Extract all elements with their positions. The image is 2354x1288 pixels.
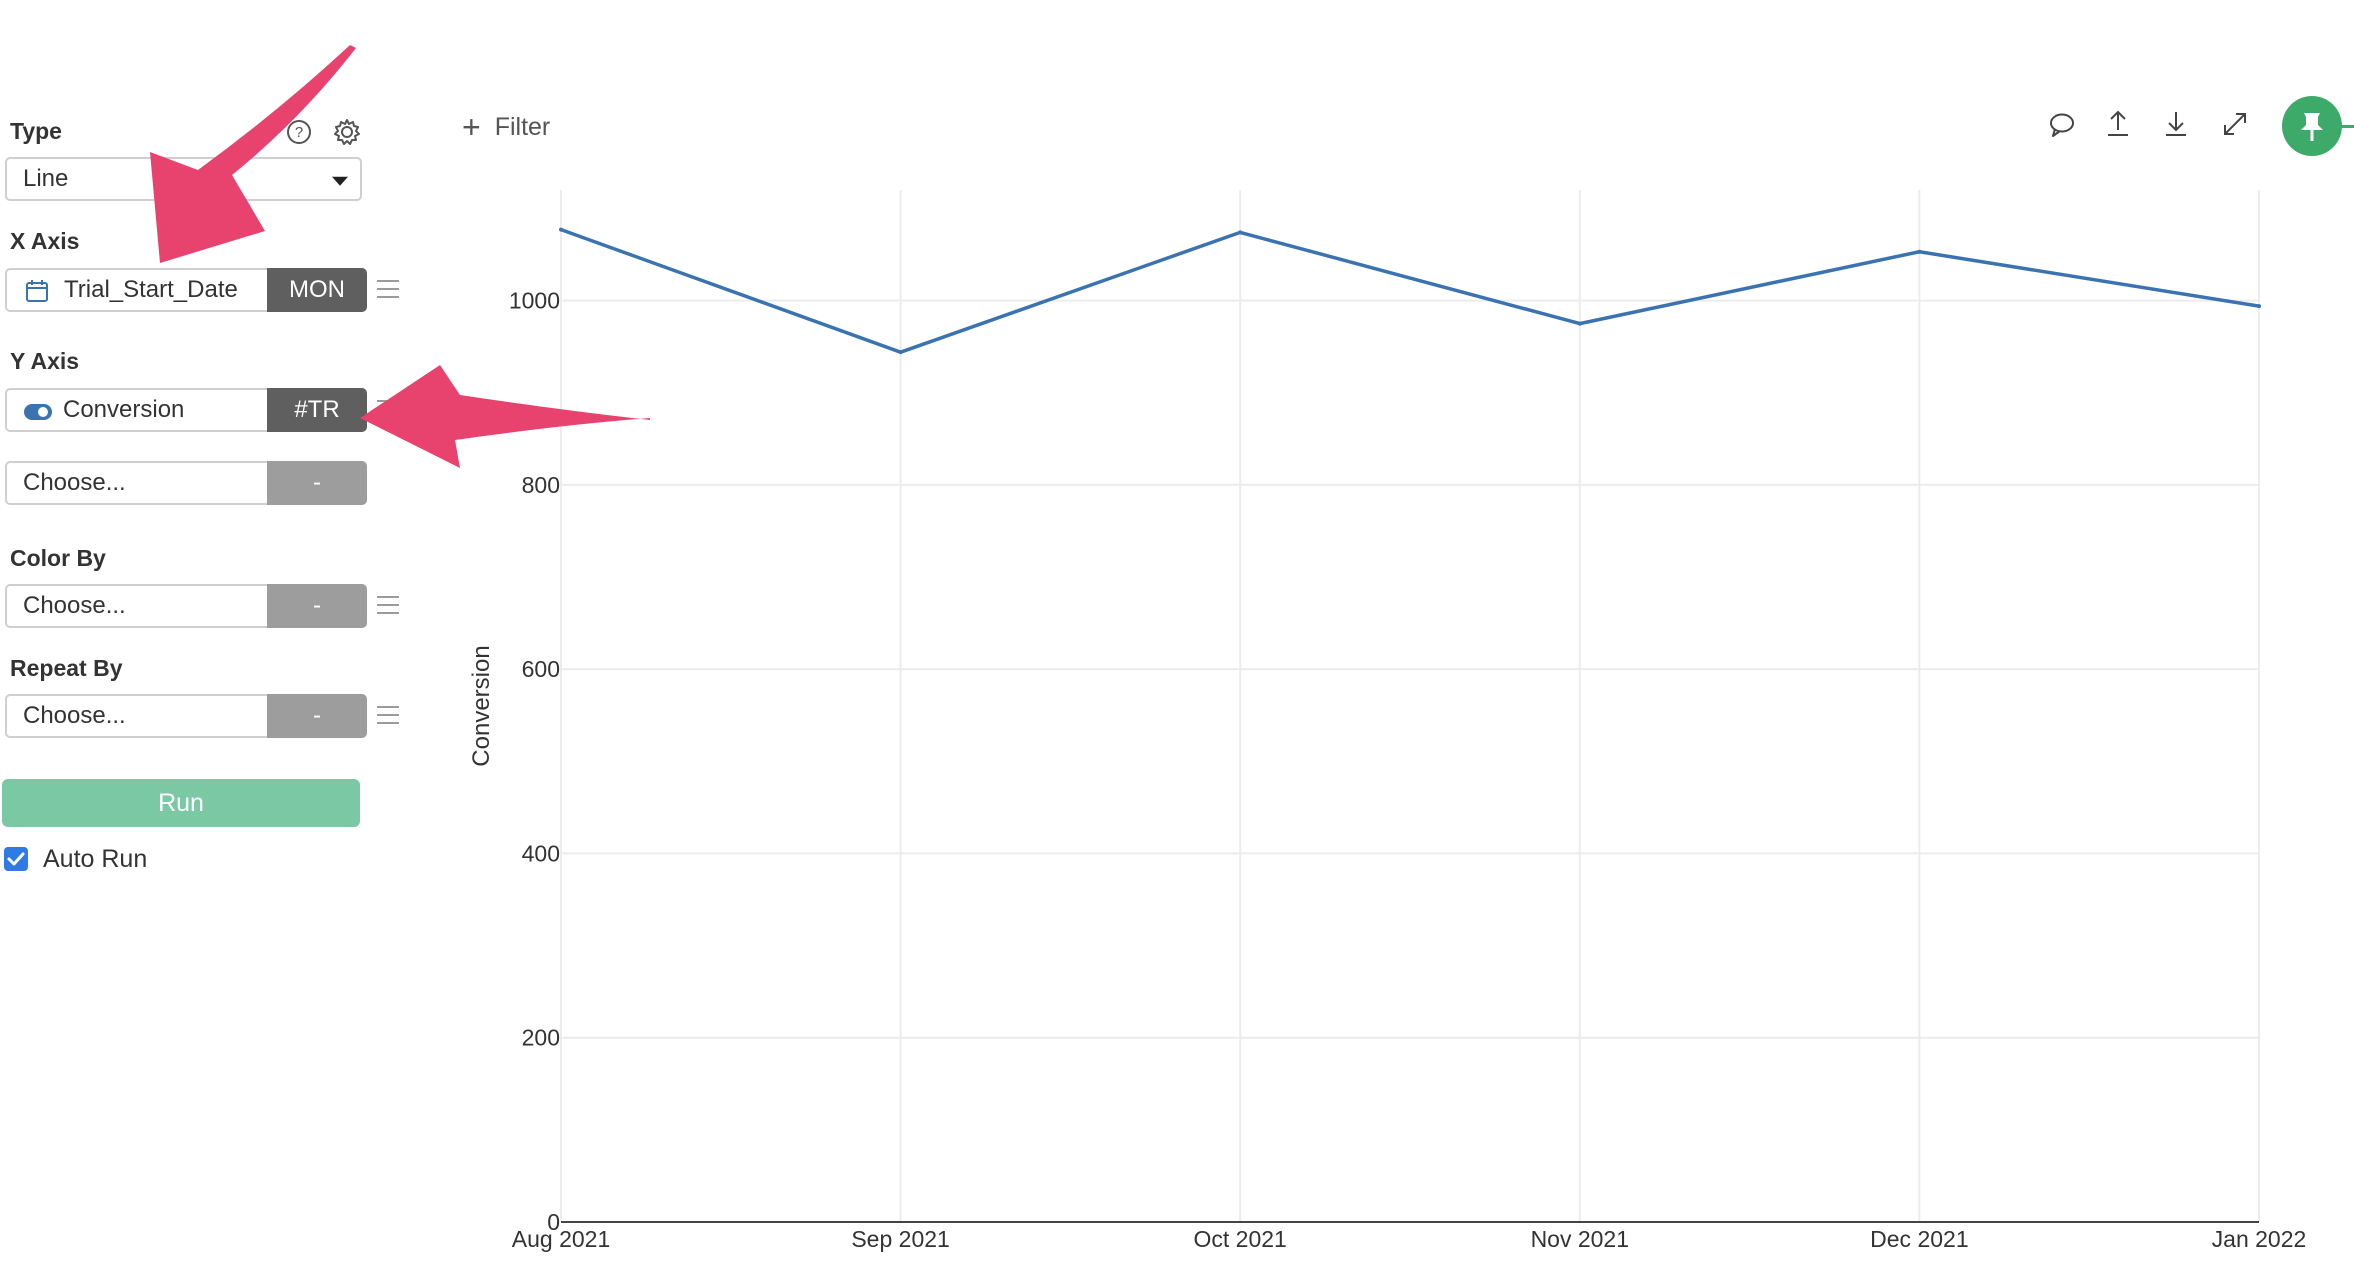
x-tick-label: Jan 2022 bbox=[2212, 1226, 2307, 1252]
repeat-by-menu-icon[interactable] bbox=[377, 706, 399, 724]
y-axis-field-label: Conversion bbox=[63, 396, 185, 423]
x-tick-label: Oct 2021 bbox=[1194, 1226, 1287, 1252]
data-point bbox=[898, 350, 903, 355]
x-tick-label: Nov 2021 bbox=[1531, 1226, 1629, 1252]
pin-button[interactable] bbox=[2282, 96, 2342, 156]
repeat-by-row: Choose... - bbox=[5, 694, 405, 738]
repeat-by-label: Repeat By bbox=[10, 655, 123, 681]
upload-icon[interactable] bbox=[2103, 109, 2133, 139]
auto-run-checkbox[interactable] bbox=[4, 847, 28, 871]
download-icon[interactable] bbox=[2161, 109, 2191, 139]
pin-icon bbox=[2301, 113, 2323, 141]
y-tick-label: 400 bbox=[522, 840, 560, 866]
x-axis-field-row: Trial_Start_Date MON bbox=[5, 268, 405, 312]
y-axis-extra-field[interactable]: Choose... bbox=[5, 461, 267, 505]
x-axis-field-label: Trial_Start_Date bbox=[64, 276, 238, 303]
repeat-by-placeholder: Choose... bbox=[23, 702, 126, 729]
x-axis-menu-icon[interactable] bbox=[377, 280, 399, 298]
y-axis-extra-placeholder: Choose... bbox=[23, 469, 126, 496]
y-tick-label: 600 bbox=[522, 656, 560, 682]
x-axis-label: X Axis bbox=[10, 228, 80, 254]
color-by-placeholder: Choose... bbox=[23, 592, 126, 619]
pin-connector bbox=[2340, 125, 2354, 128]
y-axis-aggregation-button[interactable]: #TR bbox=[267, 388, 367, 432]
y-axis-extra-aggregation-button[interactable]: - bbox=[267, 461, 367, 505]
color-by-aggregation-button[interactable]: - bbox=[267, 584, 367, 628]
repeat-by-aggregation-button[interactable]: - bbox=[267, 694, 367, 738]
auto-run-label: Auto Run bbox=[43, 845, 148, 873]
x-axis-aggregation-button[interactable]: MON bbox=[267, 268, 367, 312]
color-by-row: Choose... - bbox=[5, 584, 405, 628]
data-point bbox=[1917, 249, 1922, 254]
series-line bbox=[560, 227, 2260, 354]
chart-type-value: Line bbox=[23, 165, 69, 192]
color-by-field[interactable]: Choose... bbox=[5, 584, 267, 628]
expand-icon[interactable] bbox=[2220, 109, 2250, 139]
type-label: Type bbox=[10, 118, 62, 144]
color-by-menu-icon[interactable] bbox=[377, 596, 399, 614]
color-by-label: Color By bbox=[10, 545, 106, 571]
run-button[interactable]: Run bbox=[2, 779, 360, 827]
filter-label: Filter bbox=[494, 113, 551, 141]
data-point bbox=[2257, 304, 2261, 309]
x-axis-field[interactable]: Trial_Start_Date bbox=[5, 268, 267, 312]
x-tick-label: Aug 2021 bbox=[512, 1226, 610, 1252]
plus-icon: + bbox=[462, 109, 481, 145]
y-tick-label: 800 bbox=[522, 472, 560, 498]
x-tick-label: Sep 2021 bbox=[851, 1226, 949, 1252]
y-tick-label: 0 bbox=[547, 1209, 560, 1235]
comment-icon[interactable] bbox=[2047, 110, 2077, 140]
toggle-icon bbox=[24, 404, 52, 420]
y-axis-field[interactable]: Conversion bbox=[5, 388, 267, 432]
data-point bbox=[1577, 321, 1582, 326]
add-filter-button[interactable]: + Filter bbox=[462, 109, 550, 146]
repeat-by-field[interactable]: Choose... bbox=[5, 694, 267, 738]
y-tick-label: 1000 bbox=[509, 288, 560, 314]
y-axis-label: Y Axis bbox=[10, 348, 80, 374]
calendar-icon bbox=[26, 280, 48, 302]
y-tick-label: 200 bbox=[522, 1025, 560, 1051]
y-axis-extra-row: Choose... - bbox=[5, 461, 405, 505]
x-tick-label: Dec 2021 bbox=[1870, 1226, 1968, 1252]
data-point bbox=[559, 227, 563, 232]
checkmark-icon bbox=[7, 852, 25, 866]
data-point bbox=[1238, 230, 1243, 235]
y-axis-title: Conversion bbox=[468, 645, 495, 766]
y-axis-field-row: Conversion #TR bbox=[5, 388, 405, 432]
